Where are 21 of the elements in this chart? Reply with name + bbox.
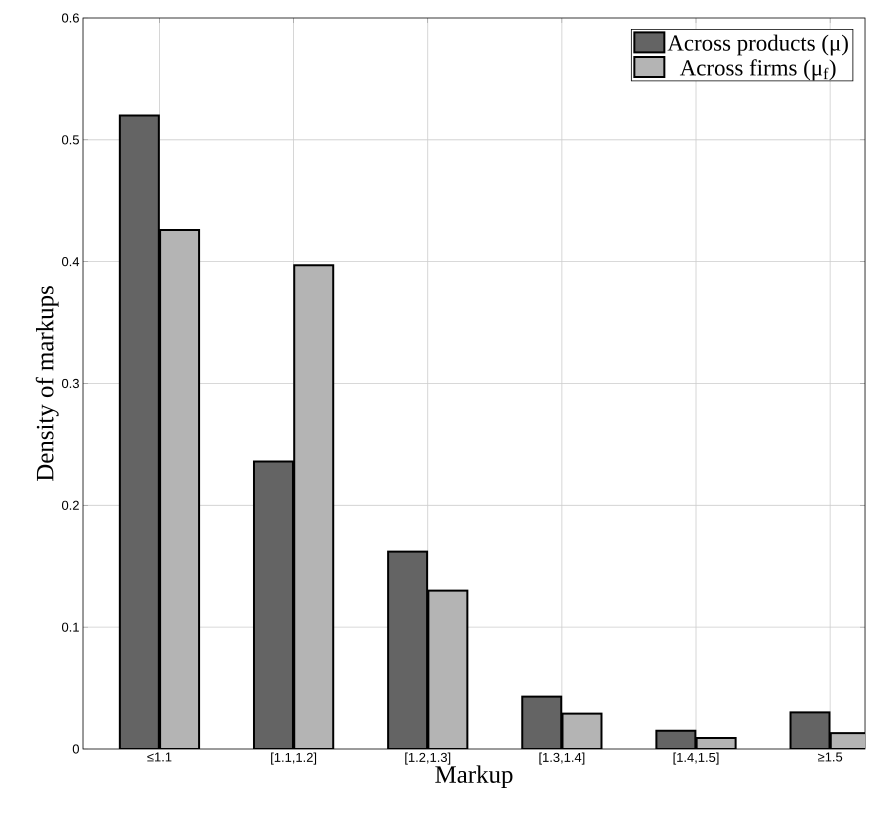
legend-label: Across firms (μ$_{f}$) [680,59,836,80]
legend-label: Across products (μ) [668,34,848,56]
y-tick-label: 0.3 [62,378,79,388]
y-axis-title: Density of markups [36,286,59,481]
y-tick-label: 0.2 [62,500,79,510]
x-tick-label: [1.1,1.2] [271,752,316,765]
x-axis-title: Markup [435,765,512,788]
y-tick-label: 0.5 [62,135,79,144]
x-tick-label: [1.3,1.4] [539,752,584,765]
y-tick-label: 0 [72,744,79,754]
bar [387,550,428,749]
x-tick-label: ≥1.5 [818,752,842,762]
y-tick-label: 0.6 [62,13,79,23]
bar [293,264,334,749]
bar [427,590,468,749]
x-tick-label: [1.4,1.5] [674,752,718,765]
x-tick-label: [1.2,1.3] [405,752,450,765]
x-tick-label: ≤1.1 [147,752,172,762]
bar [521,696,562,749]
y-tick-label: 0.4 [62,257,80,266]
y-tick-label: 0.1 [62,622,79,632]
